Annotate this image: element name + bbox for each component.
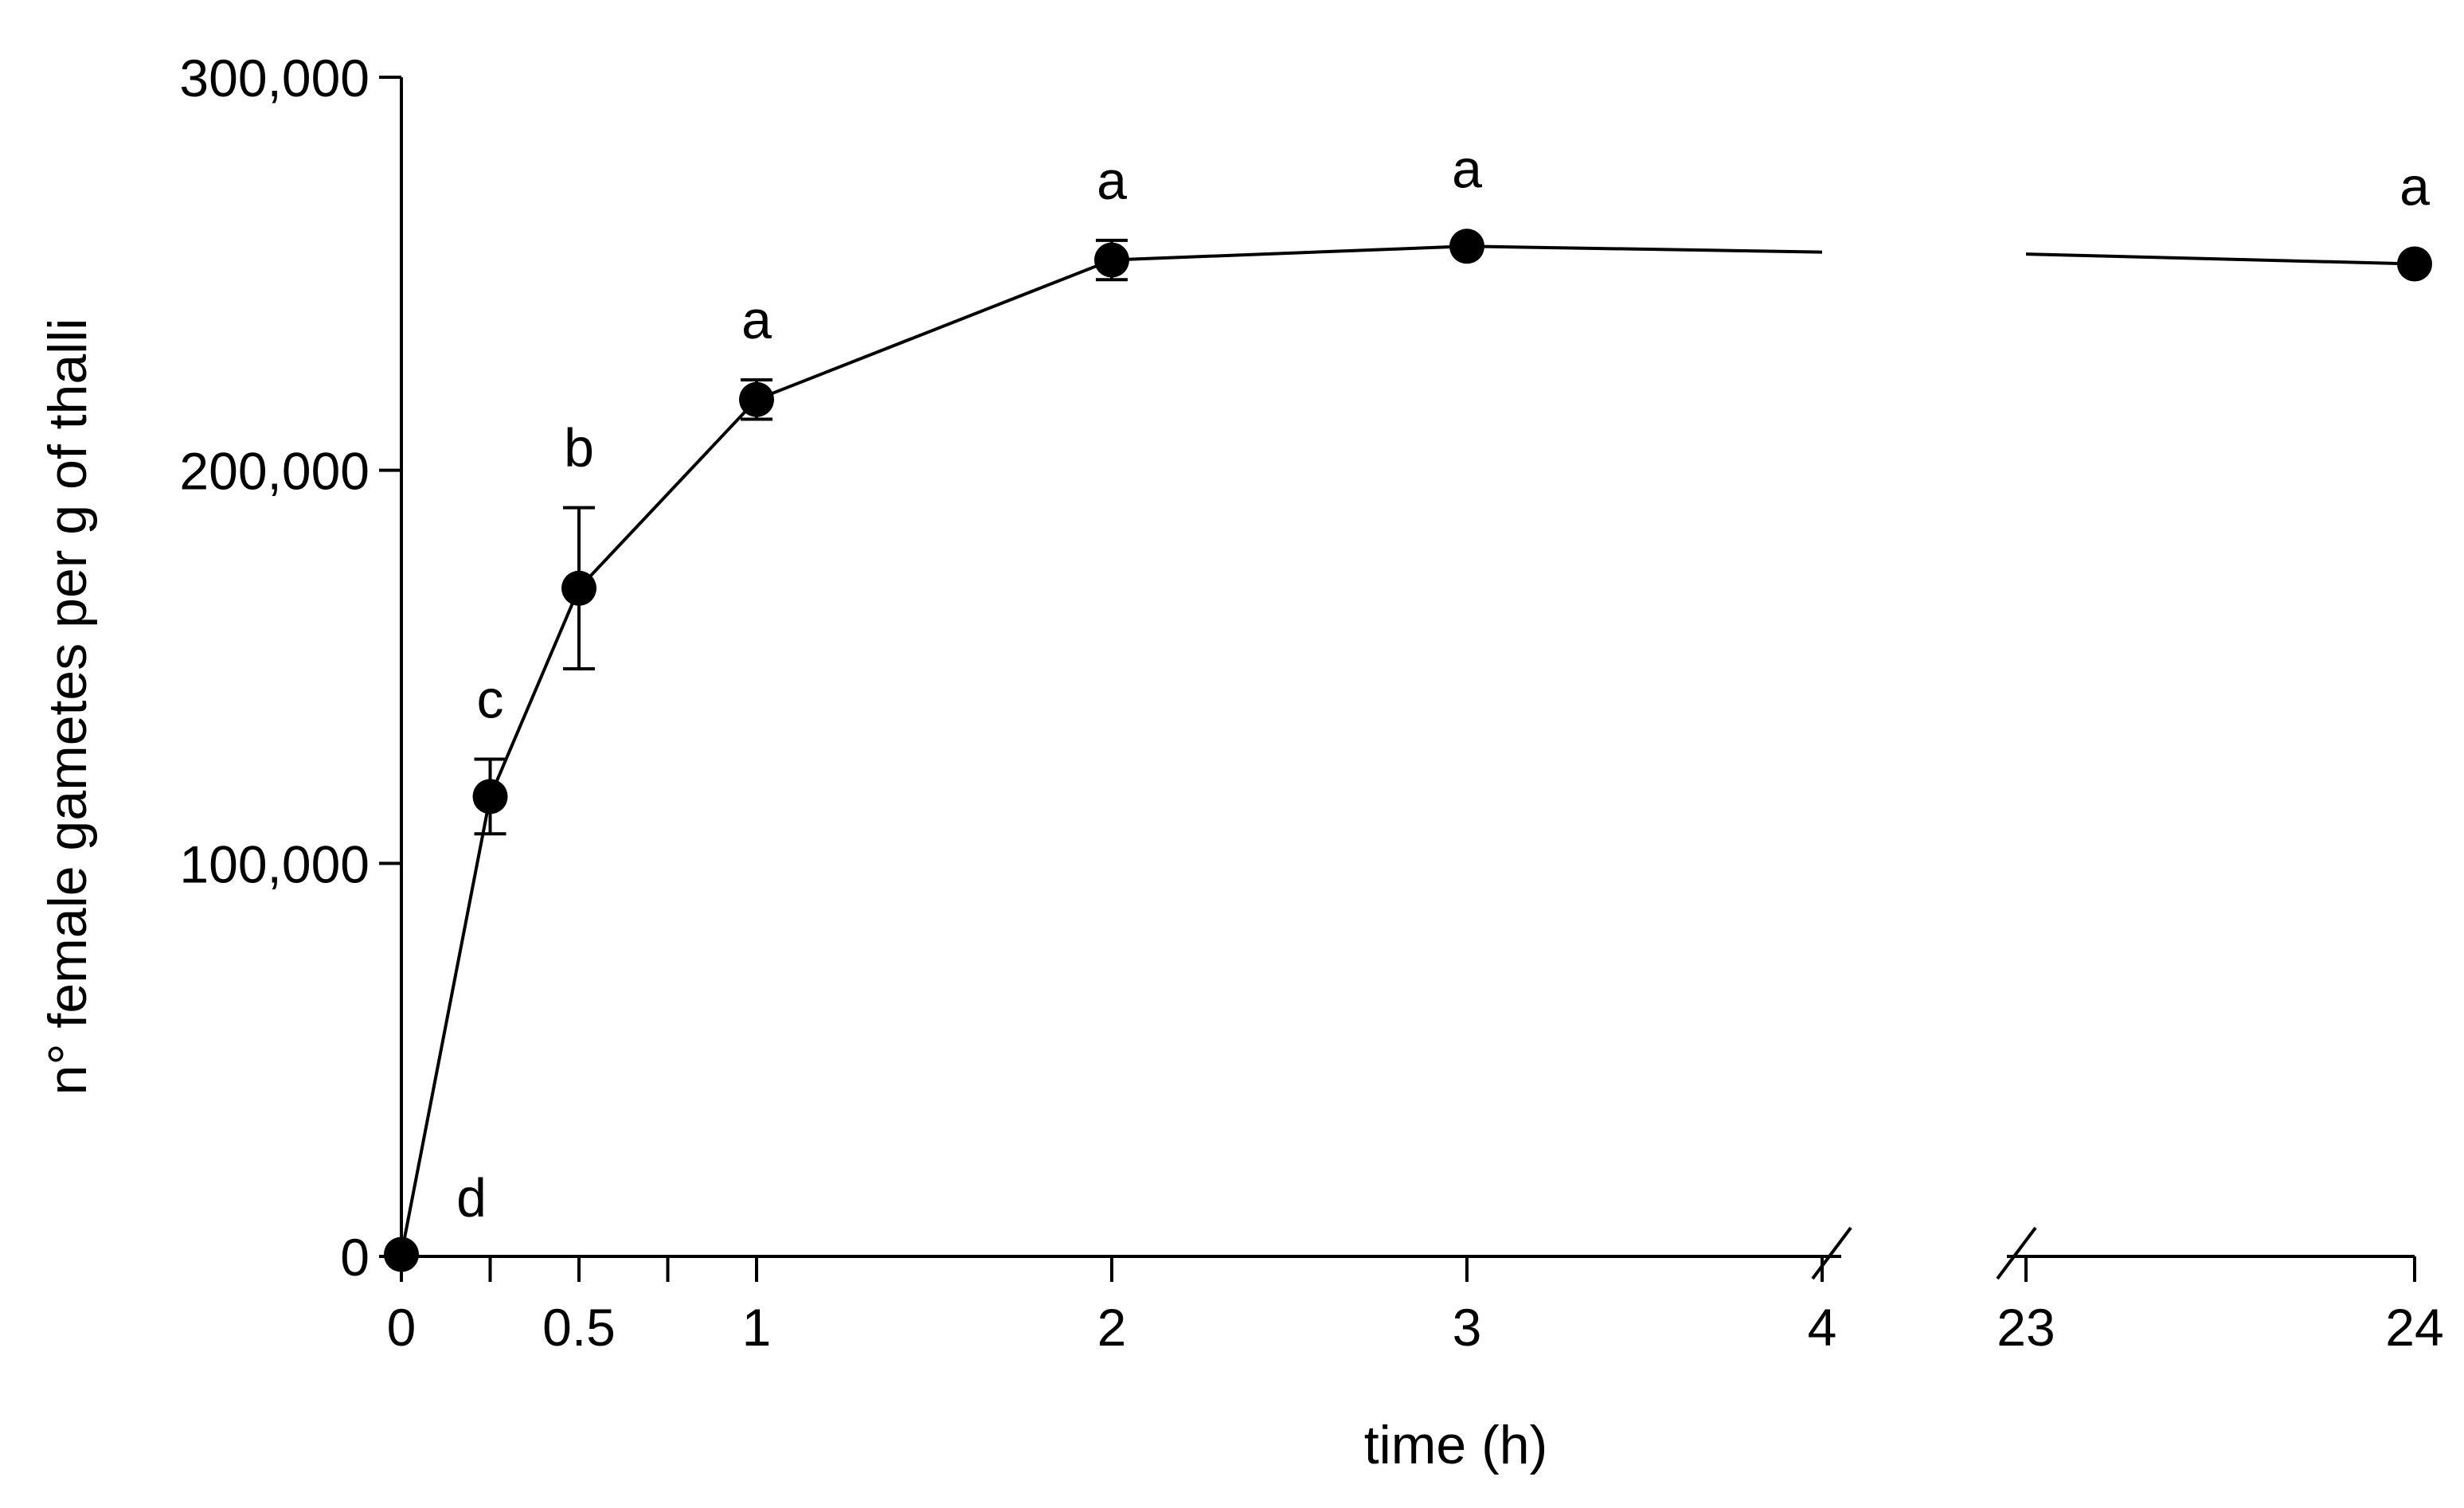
data-point [1094, 242, 1129, 278]
x-tick-label: 24 [2385, 1298, 2443, 1357]
y-axis-title: n° female gametes per g of thalli [37, 318, 98, 1096]
x-tick-label: 3 [1453, 1298, 1482, 1357]
significance-label: a [2399, 156, 2430, 217]
x-tick-label: 0.5 [542, 1298, 616, 1357]
significance-label: d [456, 1168, 487, 1229]
significance-label: a [1097, 150, 1127, 211]
series-layer: d c b a a a a [384, 139, 2432, 1272]
x-tick-label: 0 [387, 1298, 417, 1357]
y-tick-label: 300,000 [179, 49, 370, 107]
series-line-right [2025, 252, 2415, 266]
y-tick-label: 100,000 [179, 834, 370, 893]
data-point [739, 381, 774, 417]
significance-label: a [741, 290, 772, 350]
significance-label: b [564, 418, 594, 479]
significance-label: a [1452, 139, 1482, 199]
data-point [1449, 229, 1484, 264]
data-point [2397, 246, 2432, 282]
x-tick-label: 23 [1997, 1298, 2055, 1357]
x-axis-break-mark [1996, 1226, 2037, 1280]
data-point [561, 570, 596, 606]
x-tick-label: 2 [1097, 1298, 1127, 1357]
data-point [384, 1236, 419, 1272]
x-tick-label: 4 [1808, 1298, 1837, 1357]
x-tick-label: 1 [742, 1298, 772, 1357]
y-tick-label: 0 [340, 1228, 370, 1287]
x-axis-title: time (h) [1364, 1415, 1547, 1475]
significance-label: c [477, 670, 504, 730]
x-axis-break-mark [1811, 1226, 1852, 1280]
y-tick-label: 200,000 [179, 442, 370, 501]
data-point [472, 779, 508, 815]
series-line-left [400, 244, 1823, 1255]
